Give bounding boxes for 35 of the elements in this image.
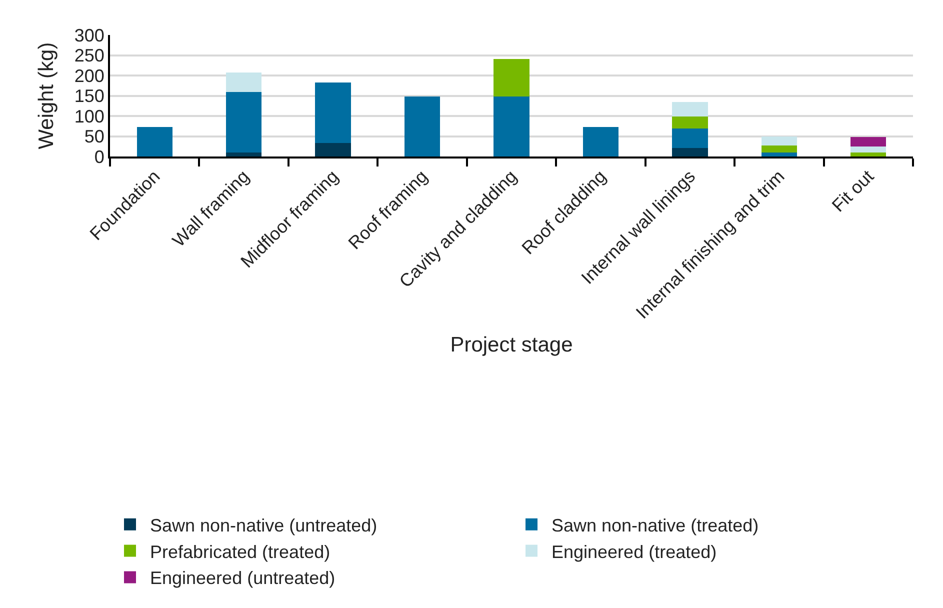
- x-tick-label: Fit out: [828, 166, 878, 216]
- bar: [850, 152, 886, 157]
- bar: [761, 136, 798, 146]
- x-axis-title: Project stage: [450, 333, 573, 356]
- bar: [761, 146, 798, 153]
- legend-label: Engineered (treated): [552, 542, 717, 562]
- bar: [226, 72, 262, 92]
- legend-label: Engineered (untreated): [150, 568, 336, 588]
- bar: [850, 146, 886, 153]
- bar: [582, 127, 619, 157]
- bar: [315, 82, 351, 144]
- bar: [761, 152, 798, 157]
- y-axis-title: Weight (kg): [35, 42, 58, 150]
- legend-label: Sawn non-native (untreated): [150, 515, 378, 536]
- y-tick-label: 300: [74, 25, 104, 46]
- bar: [136, 127, 172, 157]
- bar: [226, 92, 262, 153]
- y-tick-label: 50: [84, 126, 104, 147]
- bar: [672, 102, 708, 116]
- bar: [494, 58, 530, 97]
- bar: [672, 116, 708, 129]
- bar: [672, 148, 708, 157]
- bar: [850, 137, 886, 146]
- y-tick-label: 150: [74, 86, 104, 106]
- legend-label: Prefabricated (treated): [150, 542, 330, 562]
- bar: [315, 143, 351, 157]
- bar: [672, 128, 708, 148]
- legend-label: Sawn non-native (treated): [552, 515, 759, 536]
- y-tick-label: 250: [74, 46, 104, 66]
- y-tick-label: 200: [74, 66, 104, 86]
- y-tick-label: 0: [94, 146, 104, 167]
- bar: [494, 96, 530, 157]
- bar: [226, 152, 262, 157]
- bar: [404, 96, 440, 157]
- y-tick-label: 100: [74, 106, 104, 126]
